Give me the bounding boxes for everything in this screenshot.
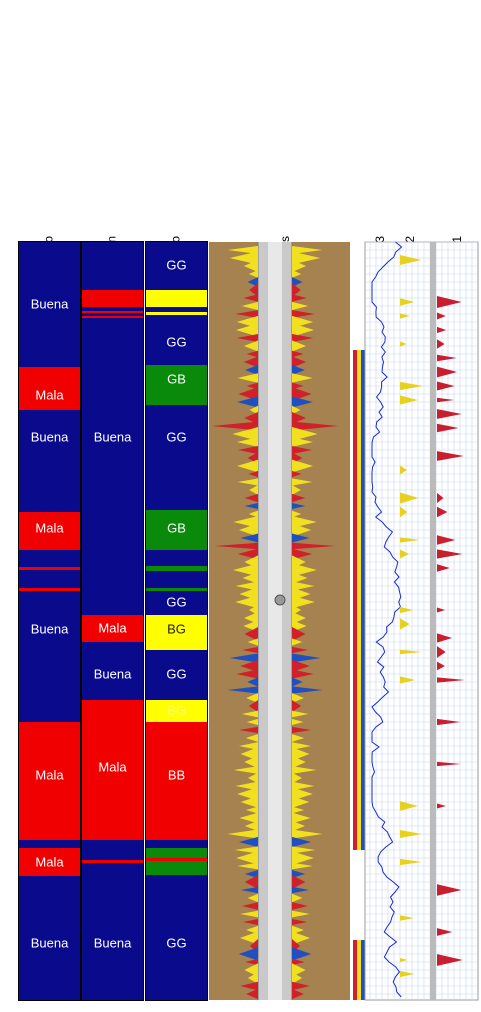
block bbox=[146, 290, 207, 307]
block-label: GG bbox=[166, 429, 186, 444]
bar-gap bbox=[350, 850, 365, 940]
block bbox=[146, 550, 207, 566]
stage-divider bbox=[430, 242, 436, 1000]
block bbox=[82, 840, 143, 860]
block-label: Mala bbox=[35, 387, 64, 402]
block bbox=[146, 848, 207, 858]
block bbox=[82, 242, 143, 290]
block bbox=[82, 860, 143, 863]
block-label: Buena bbox=[31, 935, 69, 950]
block bbox=[146, 571, 207, 588]
block-label: Mala bbox=[98, 759, 127, 774]
block bbox=[146, 405, 207, 510]
block-label: Buena bbox=[94, 935, 132, 950]
block-label: GG bbox=[166, 666, 186, 681]
block-label: GG bbox=[166, 334, 186, 349]
tool-core bbox=[268, 242, 282, 1000]
block-label: Buena bbox=[94, 666, 132, 681]
block-label: Mala bbox=[35, 854, 64, 869]
block bbox=[82, 313, 143, 316]
block-label: GG bbox=[166, 257, 186, 272]
block bbox=[82, 316, 143, 318]
block bbox=[19, 588, 80, 591]
block-label: BB bbox=[168, 767, 185, 782]
page: Calidad del yacimientoCalidad de la term… bbox=[0, 0, 481, 1012]
block bbox=[19, 840, 80, 848]
block-label: GB bbox=[167, 520, 186, 535]
block bbox=[146, 307, 207, 312]
block bbox=[82, 318, 143, 615]
block bbox=[146, 858, 207, 861]
block-label: GG bbox=[166, 935, 186, 950]
block-label: BG bbox=[167, 702, 186, 717]
block-label: Buena bbox=[31, 296, 69, 311]
block-label: BG bbox=[167, 621, 186, 636]
tool-marker bbox=[275, 595, 285, 605]
block bbox=[82, 311, 143, 313]
block bbox=[19, 410, 80, 512]
block bbox=[19, 570, 80, 588]
block-label: Mala bbox=[35, 767, 64, 782]
block bbox=[146, 840, 207, 848]
block bbox=[82, 307, 143, 311]
block-label: Buena bbox=[31, 429, 69, 444]
block bbox=[19, 690, 80, 722]
block bbox=[146, 588, 207, 591]
block bbox=[82, 863, 143, 1000]
block-label: GB bbox=[167, 371, 186, 386]
block bbox=[19, 550, 80, 567]
block-label: GG bbox=[166, 594, 186, 609]
block bbox=[19, 591, 80, 690]
figure: Calidad del yacimientoCalidad de la term… bbox=[0, 0, 481, 1012]
block bbox=[146, 566, 207, 571]
block bbox=[146, 861, 207, 875]
block bbox=[19, 242, 80, 290]
block bbox=[19, 567, 80, 570]
block-label: Mala bbox=[98, 620, 127, 635]
block bbox=[82, 290, 143, 307]
block bbox=[146, 312, 207, 315]
block-label: Buena bbox=[31, 621, 69, 636]
block-label: Buena bbox=[94, 429, 132, 444]
block-label: Mala bbox=[35, 520, 64, 535]
